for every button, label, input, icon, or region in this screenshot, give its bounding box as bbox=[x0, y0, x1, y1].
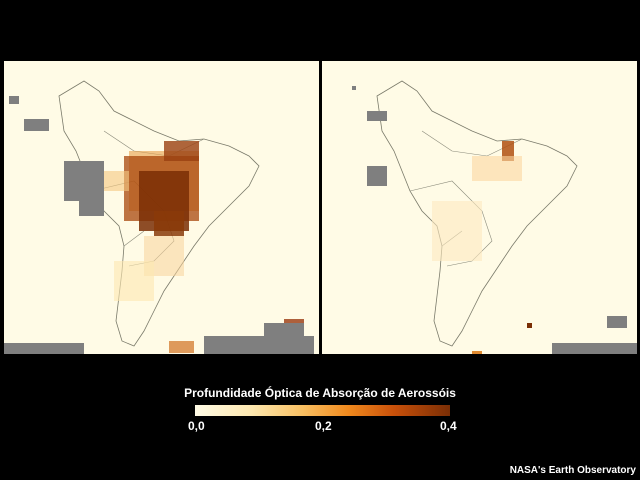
map-graphic-right bbox=[352, 80, 637, 354]
credit-text: NASA's Earth Observatory bbox=[509, 465, 636, 476]
coastline-outline bbox=[376, 80, 578, 347]
legend-tick-1: 0,2 bbox=[315, 419, 332, 433]
no-data-areas bbox=[4, 96, 314, 354]
aerosol-plume bbox=[104, 141, 304, 353]
legend-color-bar bbox=[195, 405, 450, 416]
map-graphic-left bbox=[4, 80, 314, 354]
aerosol-plume bbox=[432, 141, 532, 354]
no-data-areas bbox=[352, 86, 637, 354]
aerosol-map-left bbox=[4, 61, 319, 354]
aerosol-map-right bbox=[322, 61, 637, 354]
legend-tick-2: 0,4 bbox=[440, 419, 457, 433]
legend-title: Profundidade Óptica de Absorção de Aeros… bbox=[184, 386, 456, 400]
legend-tick-0: 0,0 bbox=[188, 419, 205, 433]
